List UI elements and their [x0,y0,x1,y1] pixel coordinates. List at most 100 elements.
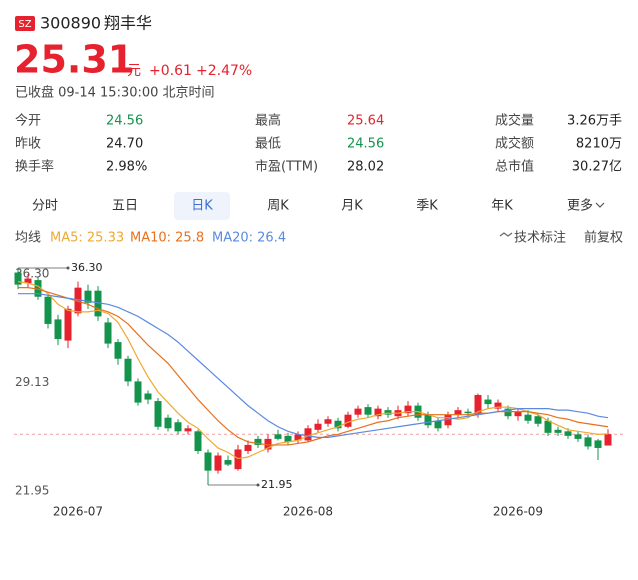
candle-body [464,411,472,414]
candle-body [184,428,192,432]
candle-body [84,290,92,303]
candle-body [324,419,332,424]
candle-body [554,429,562,433]
candle-body [94,290,102,317]
candle-body [364,407,372,415]
badge-bg [15,16,35,31]
candle-body [504,408,512,417]
tool-icon [499,232,513,237]
candle-body [494,402,502,409]
candle-body [24,278,32,284]
stat-label: 最低 [255,137,281,152]
stat-label: 成交额 [495,136,534,152]
tab[interactable]: 五日 [112,199,138,214]
candle-body [344,414,352,427]
candle-body [424,414,432,426]
candle-body [234,449,242,470]
stat-value: 24.70 [106,137,143,152]
stat-value: 30.27亿 [572,160,622,175]
candle-body [64,308,72,341]
stat-value: 24.56 [106,114,143,129]
candle-body [584,437,592,447]
candle-body [164,417,172,429]
change-pct: +2.47% [196,63,252,79]
price: 25.31 [14,38,134,82]
y-tick-label: 36.30 [15,267,49,281]
candle-body [404,405,412,414]
candle-body [564,431,572,436]
candle-body [34,280,42,297]
tab[interactable]: 分时 [32,199,58,214]
candle-body [204,452,212,471]
candle-body [514,411,522,417]
candle-body [134,381,142,403]
candle-body [294,434,302,441]
tab[interactable]: 季K [416,199,438,214]
candle-body [484,399,492,405]
candle-body [604,434,612,446]
price-unit: 元 [127,63,141,79]
stat-label: 今开 [15,113,41,129]
x-tick-label: 2026-09 [493,505,543,519]
legend-entry: MA5: 25.33 [50,231,124,246]
badge: SZ [18,19,31,30]
candle-body [104,322,112,344]
ma-line [18,287,609,446]
candle-body [224,460,232,465]
candle-body [524,414,532,421]
candle-body [14,272,22,285]
y-tick-label: 21.95 [15,484,49,498]
candle-body [574,434,582,439]
candle-body [264,438,272,450]
candle-body [44,296,52,324]
stat-value: 25.64 [347,114,384,129]
tab[interactable]: 日K [191,199,213,214]
candle-body [474,395,482,415]
stat-value: 3.26万手 [567,114,622,129]
candle-body [444,414,452,426]
candle-body [114,342,122,359]
stat-label: 总市值 [495,159,534,175]
more-arrow [595,202,605,208]
tab[interactable]: 月K [341,199,363,214]
candle-body [384,410,392,415]
stat-value: 8210万 [576,137,622,152]
y-tick-label: 29.13 [15,375,49,389]
candle-body [454,410,462,415]
legend-entry: MA10: 25.8 [130,231,204,246]
change: +0.61 [149,63,192,79]
annotation-label: 21.95 [261,478,293,491]
annotation-dot [66,266,70,270]
candle-body [154,401,162,427]
tab-active-bg [174,192,230,220]
x-tick-label: 2026-07 [53,505,103,519]
candle-body [284,435,292,442]
stock-name: 翔丰华 [104,14,152,33]
tab[interactable]: 年K [491,199,513,214]
stat-value: 2.98% [106,160,147,175]
tab[interactable]: 周K [267,199,289,214]
ma-line [18,293,609,438]
legend-entry: MA20: 26.4 [212,231,286,246]
x-tick-label: 2026-08 [283,505,333,519]
stat-label: 最高 [255,113,281,129]
candle-body [594,440,602,448]
status: 已收盘 09-14 15:30:00 北京时间 [15,85,215,101]
tool[interactable]: 技术标注 [514,231,566,246]
indicator-label: 均线 [15,231,41,246]
stat-label: 换手率 [15,159,54,175]
tab[interactable]: 更多 [567,198,593,214]
stat-value: 28.02 [347,160,384,175]
candle-body [174,422,182,432]
tool[interactable]: 前复权 [584,230,623,246]
candle-body [124,358,132,382]
stat-label: 成交量 [495,113,534,129]
candle-body [74,287,82,314]
candle-body [434,420,442,429]
stat-label: 昨收 [15,137,41,152]
candle-body [54,319,62,340]
stat-value: 24.56 [347,137,384,152]
stat-label: 市盈(TTM) [255,159,318,175]
